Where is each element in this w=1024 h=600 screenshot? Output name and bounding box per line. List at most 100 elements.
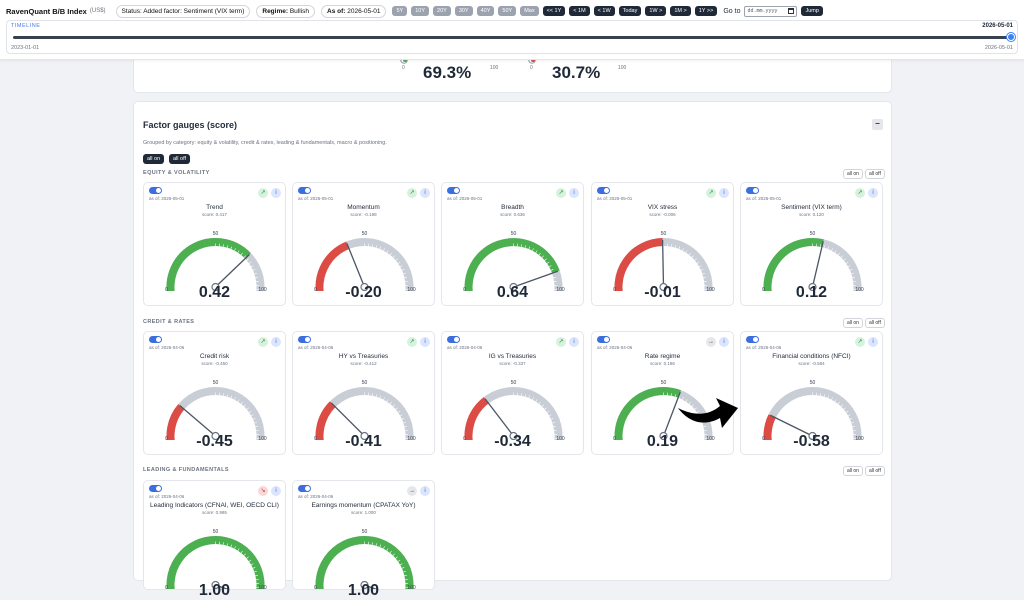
info-icon[interactable]: i xyxy=(420,337,430,347)
trend-up-icon[interactable]: ↗ xyxy=(706,188,716,198)
factor-gauges-card: Factor gauges (score) − Grouped by categ… xyxy=(133,101,892,581)
range-40y-button[interactable]: 40Y xyxy=(477,6,495,16)
timeline-slider-track[interactable] xyxy=(13,36,1012,39)
timeline-slider-thumb[interactable] xyxy=(1007,33,1015,41)
info-icon[interactable]: i xyxy=(569,188,579,198)
gauge-needle xyxy=(347,243,365,287)
gauge-toggle[interactable] xyxy=(149,485,162,492)
range-30y-button[interactable]: 30Y xyxy=(455,6,473,16)
back-1y-button[interactable]: << 1Y xyxy=(543,6,566,16)
info-icon[interactable]: i xyxy=(271,337,281,347)
range-10y-button[interactable]: 10Y xyxy=(411,6,429,16)
range-50y-button[interactable]: 50Y xyxy=(498,6,516,16)
timeline-label: TIMELINE xyxy=(11,23,40,29)
info-icon[interactable]: i xyxy=(420,486,430,496)
trend-up-icon[interactable]: ↗ xyxy=(855,337,865,347)
all-off-button[interactable]: all off xyxy=(169,154,190,164)
gauge-toggle[interactable] xyxy=(149,336,162,343)
info-icon[interactable]: i xyxy=(569,337,579,347)
gauge-value: 0.19 xyxy=(592,433,733,451)
info-icon[interactable]: i xyxy=(420,188,430,198)
timeline-current: 2026-05-01 xyxy=(982,23,1013,29)
gauge-toggle[interactable] xyxy=(746,187,759,194)
app-currency: (US$) xyxy=(90,8,106,14)
asof-label: As of: xyxy=(327,8,345,15)
date-input[interactable]: dd.mm.yyyy xyxy=(744,6,797,17)
gauge-title: Leading Indicators (CFNAI, WEI, OECD CLI… xyxy=(144,502,285,509)
info-icon[interactable]: i xyxy=(868,337,878,347)
regime-label: Regime: xyxy=(262,8,288,15)
range-20y-button[interactable]: 20Y xyxy=(433,6,451,16)
gauge-asof: as of: 2026-04-06 xyxy=(298,345,333,350)
toolbar: RavenQuant B/B Index (US$) Status: Added… xyxy=(6,4,827,18)
gauge-title: Breadth xyxy=(442,204,583,211)
back-1m-button[interactable]: < 1M xyxy=(569,6,589,16)
trend-up-icon[interactable]: ↗ xyxy=(407,188,417,198)
gauge-score: score: -0.337 xyxy=(442,361,583,366)
trend-down-icon[interactable]: ↘ xyxy=(258,486,268,496)
gauge-toggle[interactable] xyxy=(597,187,610,194)
gauge-asof: as of: 2026-04-06 xyxy=(298,494,333,499)
section-credit-all-on[interactable]: all on xyxy=(843,318,863,328)
left-gauge-max: 100 xyxy=(490,65,498,71)
gauge-asof: as of: 2026-05-01 xyxy=(298,196,333,201)
right-gauge-min: 0 xyxy=(530,65,533,71)
left-gauge-min: 0 xyxy=(402,65,405,71)
trend-up-icon[interactable]: ↗ xyxy=(258,188,268,198)
trend-up-icon[interactable]: ↗ xyxy=(556,337,566,347)
gauge-toggle[interactable] xyxy=(298,187,311,194)
timeline-min: 2023-01-01 xyxy=(11,45,39,51)
gauge-toggle[interactable] xyxy=(298,336,311,343)
info-icon[interactable]: i xyxy=(271,486,281,496)
gauge-toggle[interactable] xyxy=(149,187,162,194)
range-5y-button[interactable]: 5Y xyxy=(392,6,407,16)
trend-flat-icon[interactable]: → xyxy=(407,486,417,496)
fwd-1w-button[interactable]: 1W > xyxy=(645,6,666,16)
trend-up-icon[interactable]: ↗ xyxy=(855,188,865,198)
bear-probability-value: 30.7% xyxy=(552,63,600,83)
gauge-value: -0.58 xyxy=(741,433,882,451)
gauge-value: -0.01 xyxy=(592,284,733,302)
jump-button[interactable]: Jump xyxy=(801,6,822,16)
range-max-button[interactable]: Max xyxy=(520,6,538,16)
info-icon[interactable]: i xyxy=(719,188,729,198)
gauge-asof: as of: 2026-05-01 xyxy=(746,196,781,201)
top-bar: RavenQuant B/B Index (US$) Status: Added… xyxy=(0,0,1024,60)
section-equity-all-off[interactable]: all off xyxy=(865,169,885,179)
section-leading-fundamentals: LEADING & FUNDAMENTALS xyxy=(143,467,229,473)
gauge-value: -0.45 xyxy=(144,433,285,451)
gauge-score: score: -0.006 xyxy=(592,212,733,217)
collapse-button[interactable]: − xyxy=(872,119,883,130)
timeline: TIMELINE 2026-05-01 2023-01-01 2026-05-0… xyxy=(6,20,1018,54)
back-1w-button[interactable]: < 1W xyxy=(594,6,615,16)
today-button[interactable]: Today xyxy=(619,6,642,16)
gauge-toggle[interactable] xyxy=(746,336,759,343)
section-credit-all-off[interactable]: all off xyxy=(865,318,885,328)
info-icon[interactable]: i xyxy=(868,188,878,198)
all-on-button[interactable]: all on xyxy=(143,154,164,164)
gauge-toggle[interactable] xyxy=(447,187,460,194)
trend-up-icon[interactable]: ↗ xyxy=(407,337,417,347)
section-equity-all-on[interactable]: all on xyxy=(843,169,863,179)
fwd-1y-button[interactable]: 1Y >> xyxy=(695,6,718,16)
info-icon[interactable]: i xyxy=(719,337,729,347)
trend-flat-icon[interactable]: → xyxy=(706,337,716,347)
gauge-needle xyxy=(331,403,364,436)
gauge-toggle[interactable] xyxy=(447,336,460,343)
gauge-label-50: 50 xyxy=(213,231,219,237)
section-leading-all-on[interactable]: all on xyxy=(843,466,863,476)
gauge-toggle[interactable] xyxy=(597,336,610,343)
gauge-toggle[interactable] xyxy=(298,485,311,492)
gauge-label-50: 50 xyxy=(511,380,517,386)
calendar-icon[interactable] xyxy=(788,8,794,14)
info-icon[interactable]: i xyxy=(271,188,281,198)
section-leading-all-off[interactable]: all off xyxy=(865,466,885,476)
trend-up-icon[interactable]: ↗ xyxy=(556,188,566,198)
fwd-1m-button[interactable]: 1M > xyxy=(670,6,690,16)
app-title: RavenQuant B/B Index xyxy=(6,7,87,16)
trend-up-icon[interactable]: ↗ xyxy=(258,337,268,347)
